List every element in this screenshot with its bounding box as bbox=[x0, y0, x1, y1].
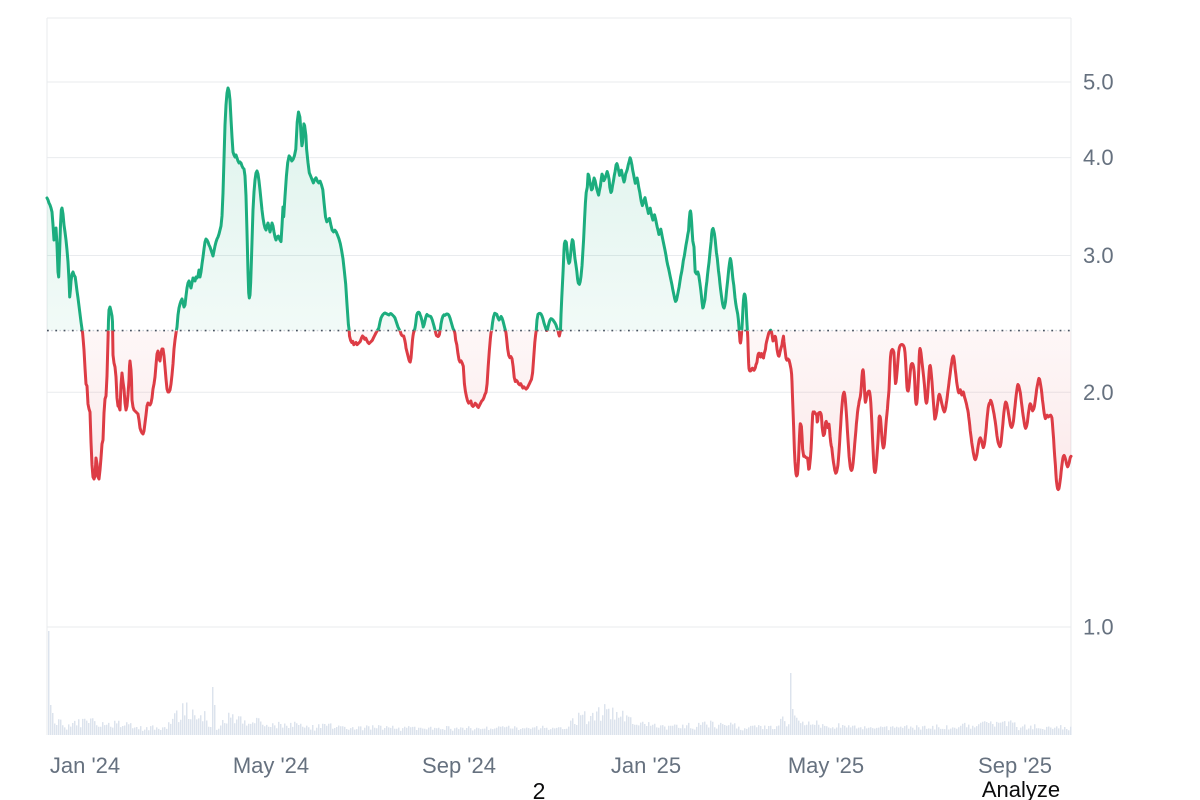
svg-text:Sep '25: Sep '25 bbox=[978, 753, 1052, 778]
svg-text:Jan '24: Jan '24 bbox=[50, 753, 120, 778]
svg-text:2.0: 2.0 bbox=[1083, 380, 1114, 405]
svg-text:May '24: May '24 bbox=[233, 753, 309, 778]
svg-text:5.0: 5.0 bbox=[1083, 70, 1114, 95]
svg-text:3.0: 3.0 bbox=[1083, 243, 1114, 268]
svg-text:Analyze: Analyze bbox=[982, 777, 1060, 800]
svg-text:1.0: 1.0 bbox=[1083, 615, 1114, 640]
svg-text:Jan '25: Jan '25 bbox=[611, 753, 681, 778]
svg-text:May '25: May '25 bbox=[788, 753, 864, 778]
svg-text:4.0: 4.0 bbox=[1083, 145, 1114, 170]
svg-text:Sep '24: Sep '24 bbox=[422, 753, 496, 778]
svg-text:2: 2 bbox=[533, 778, 546, 800]
